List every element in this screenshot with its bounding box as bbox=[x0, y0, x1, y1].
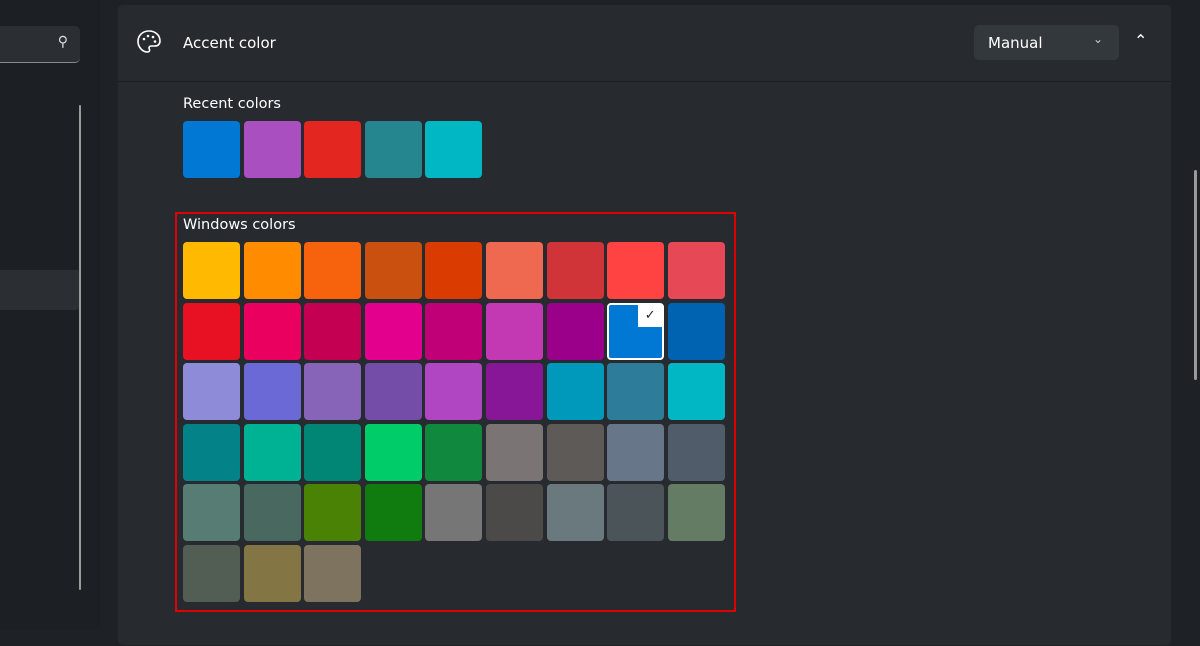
sidebar: ⚲ bbox=[0, 0, 100, 630]
checkmark-icon: ✓ bbox=[638, 304, 663, 327]
color-swatch[interactable] bbox=[546, 242, 604, 299]
color-swatch[interactable] bbox=[425, 302, 483, 360]
accent-mode-dropdown[interactable]: Manual ⌄ bbox=[974, 25, 1119, 60]
color-swatch[interactable] bbox=[183, 363, 240, 421]
palette-icon bbox=[137, 30, 161, 53]
color-swatch[interactable] bbox=[486, 242, 543, 299]
color-swatch[interactable] bbox=[667, 302, 725, 360]
color-swatch[interactable] bbox=[364, 302, 422, 360]
color-swatch[interactable] bbox=[183, 302, 240, 360]
chevron-up-icon[interactable]: ⌃ bbox=[1134, 31, 1148, 50]
color-swatch[interactable] bbox=[243, 363, 301, 421]
recent-colors-label: Recent colors bbox=[183, 96, 281, 112]
color-swatch[interactable] bbox=[304, 545, 362, 602]
color-swatch[interactable] bbox=[364, 242, 422, 299]
color-swatch[interactable] bbox=[304, 363, 362, 421]
color-swatch[interactable] bbox=[364, 363, 422, 421]
color-swatch[interactable] bbox=[607, 423, 665, 481]
color-swatch[interactable] bbox=[546, 484, 604, 542]
color-swatch[interactable]: ✓ bbox=[607, 302, 665, 360]
color-swatch[interactable] bbox=[425, 121, 483, 178]
color-swatch[interactable] bbox=[546, 302, 604, 360]
color-swatch[interactable] bbox=[425, 363, 483, 421]
color-swatch[interactable] bbox=[486, 302, 543, 360]
color-swatch[interactable] bbox=[183, 242, 240, 299]
search-box[interactable]: ⚲ bbox=[0, 26, 80, 63]
windows-colors-label: Windows colors bbox=[183, 217, 296, 233]
color-swatch[interactable] bbox=[425, 242, 483, 299]
color-swatch[interactable] bbox=[243, 242, 301, 299]
color-swatch[interactable] bbox=[607, 242, 665, 299]
color-swatch[interactable] bbox=[304, 242, 362, 299]
color-swatch[interactable] bbox=[486, 423, 543, 481]
color-swatch[interactable] bbox=[183, 121, 240, 178]
color-swatch[interactable] bbox=[667, 242, 725, 299]
color-swatch[interactable] bbox=[304, 484, 362, 542]
color-swatch[interactable] bbox=[486, 363, 543, 421]
chevron-down-icon: ⌄ bbox=[1092, 32, 1103, 46]
sidebar-scrollbar[interactable] bbox=[79, 105, 81, 590]
accent-mode-value: Manual bbox=[988, 34, 1043, 52]
color-swatch[interactable] bbox=[546, 423, 604, 481]
windows-colors-highlight bbox=[175, 212, 736, 612]
accent-color-header[interactable]: Accent color Manual ⌄ ⌃ bbox=[118, 5, 1171, 82]
color-swatch[interactable] bbox=[304, 302, 362, 360]
color-swatch[interactable] bbox=[667, 423, 725, 481]
color-swatch[interactable] bbox=[183, 423, 240, 481]
color-swatch[interactable] bbox=[667, 363, 725, 421]
color-swatch[interactable] bbox=[546, 363, 604, 421]
color-swatch[interactable] bbox=[364, 121, 422, 178]
color-swatch[interactable] bbox=[183, 484, 240, 542]
color-swatch[interactable] bbox=[667, 484, 725, 542]
color-swatch[interactable] bbox=[243, 484, 301, 542]
color-swatch[interactable] bbox=[243, 302, 301, 360]
color-swatch[interactable] bbox=[607, 484, 665, 542]
color-swatch[interactable] bbox=[243, 423, 301, 481]
color-swatch[interactable] bbox=[364, 423, 422, 481]
color-swatch[interactable] bbox=[243, 121, 301, 178]
search-icon[interactable]: ⚲ bbox=[57, 34, 68, 50]
color-swatch[interactable] bbox=[486, 484, 543, 542]
color-swatch[interactable] bbox=[304, 423, 362, 481]
color-swatch[interactable] bbox=[425, 484, 483, 542]
color-swatch[interactable] bbox=[425, 423, 483, 481]
color-swatch[interactable] bbox=[304, 121, 362, 178]
accent-color-title: Accent color bbox=[183, 34, 276, 52]
color-swatch[interactable] bbox=[183, 545, 240, 602]
color-swatch[interactable] bbox=[607, 363, 665, 421]
page-scrollbar[interactable] bbox=[1194, 170, 1197, 380]
color-swatch[interactable] bbox=[364, 484, 422, 542]
color-swatch[interactable] bbox=[243, 545, 301, 602]
sidebar-item-selected[interactable] bbox=[0, 270, 80, 310]
